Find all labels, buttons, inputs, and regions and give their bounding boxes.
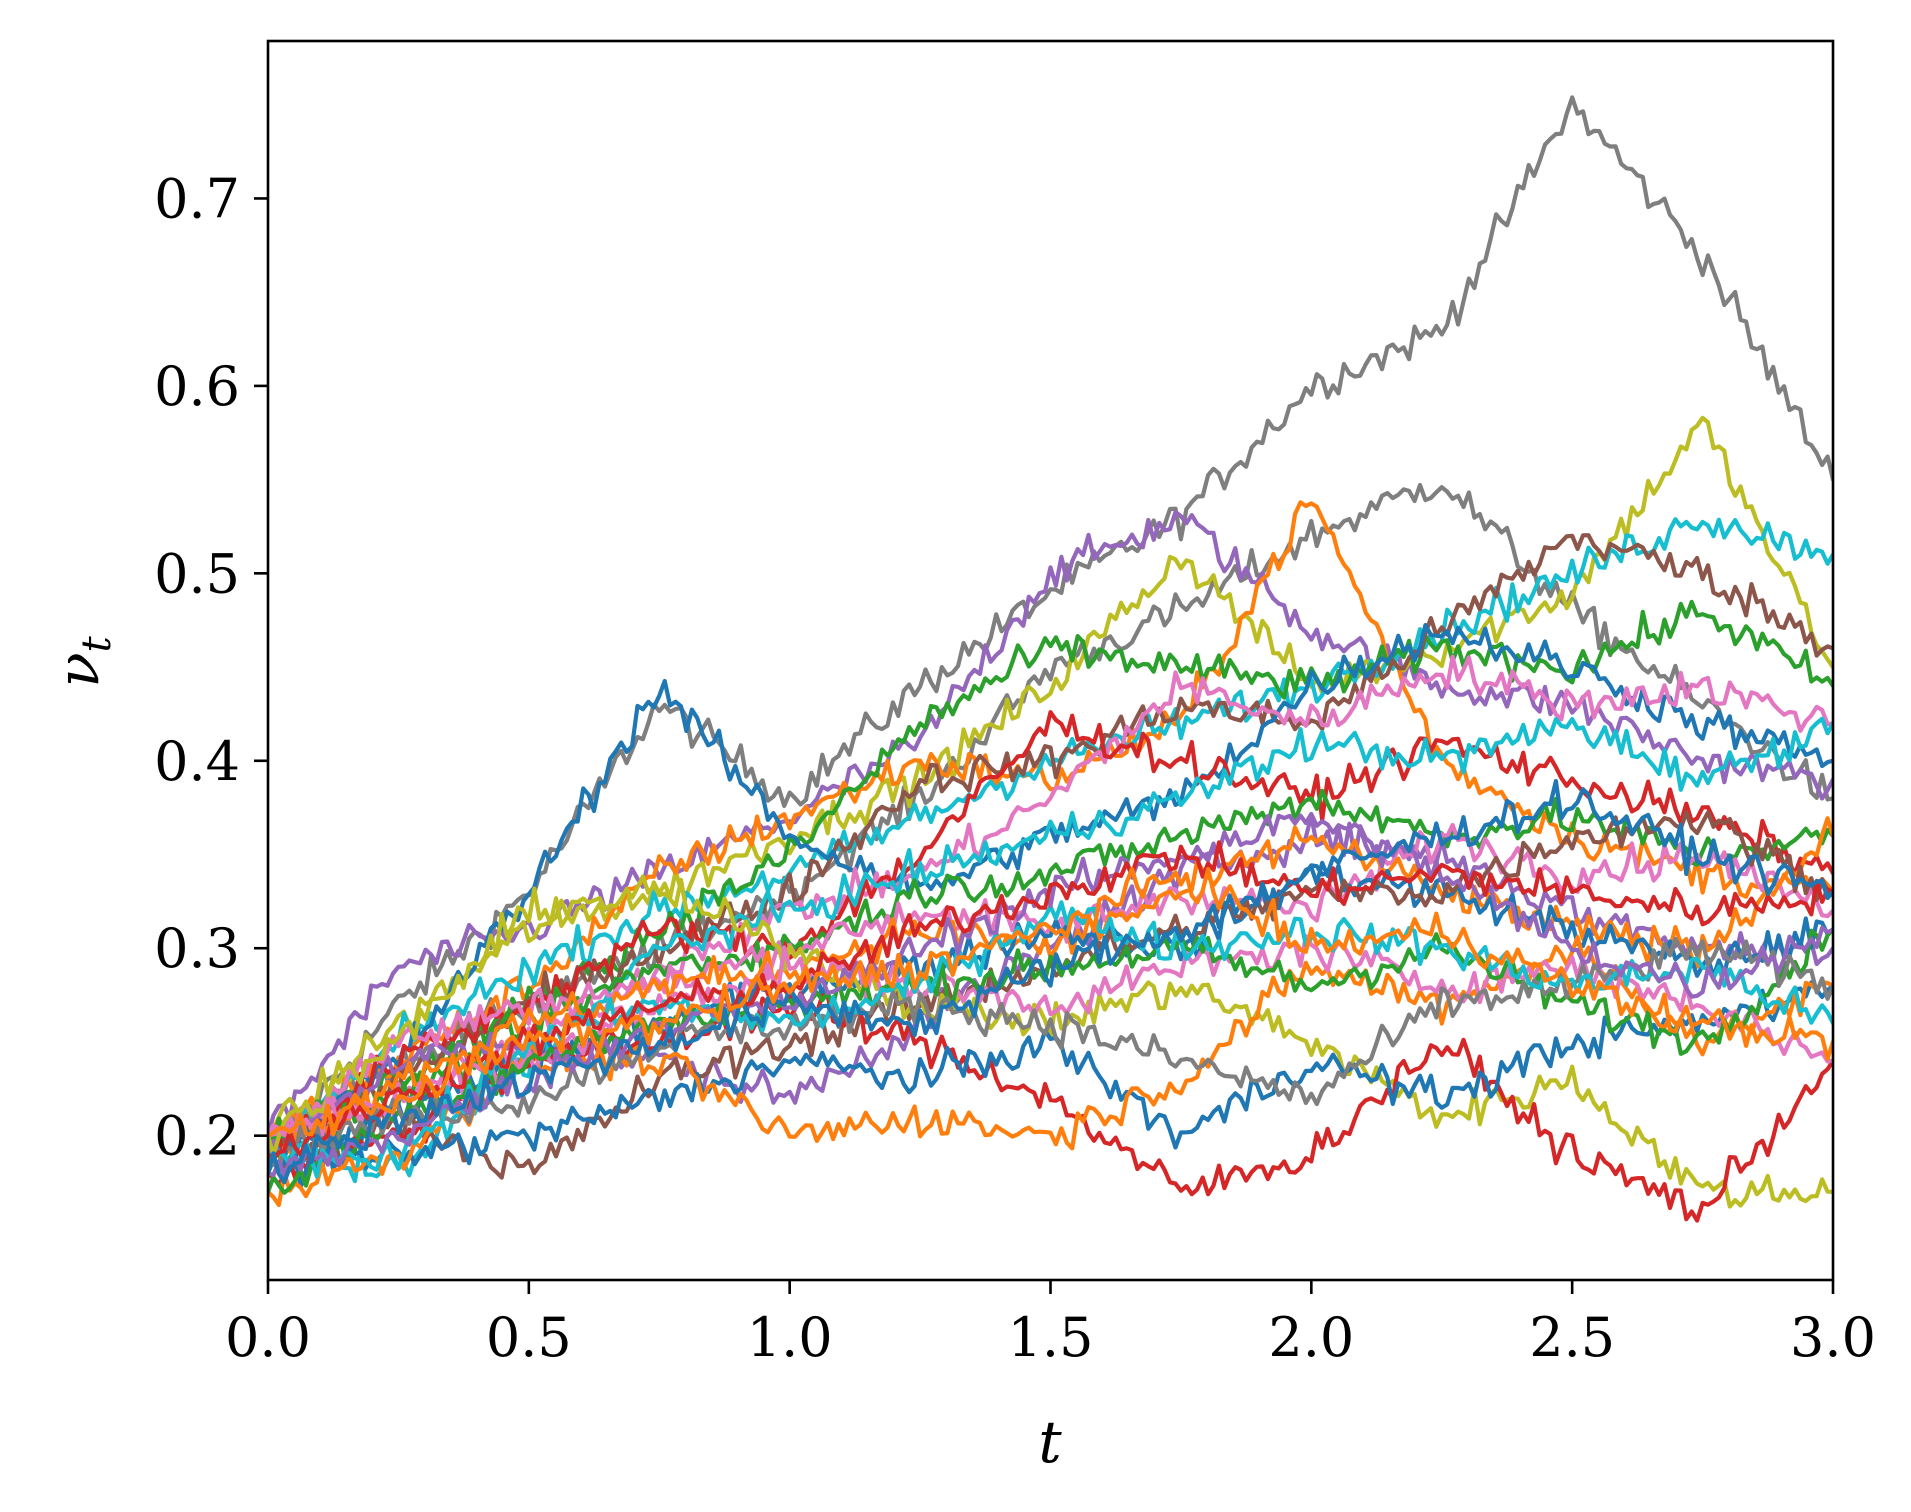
series-line-8 — [268, 533, 1833, 1157]
y-tick-label: 0.4 — [154, 730, 240, 793]
y-axis: 0.2 0.3 0.4 0.5 0.6 0.7 — [154, 167, 268, 1168]
series-line-12 — [268, 716, 1833, 1184]
y-tick-label: 0.7 — [154, 167, 240, 230]
series-line-24 — [268, 927, 1833, 1195]
series-line-29 — [268, 778, 1833, 1185]
x-axis: 0.0 0.5 1.0 1.5 2.0 2.5 3.0 — [225, 1280, 1876, 1369]
series-line-30 — [268, 866, 1833, 1138]
y-tick-label: 0.2 — [154, 1105, 240, 1168]
series-line-23 — [268, 934, 1833, 1138]
y-axis-label-group: νt — [44, 635, 120, 687]
x-tick-label: 2.5 — [1529, 1306, 1615, 1369]
series-line-20 — [268, 991, 1833, 1223]
x-axis-label: t — [1038, 1408, 1062, 1476]
x-tick-label: 1.5 — [1008, 1306, 1094, 1369]
series-line-11 — [268, 710, 1833, 1158]
x-tick-label: 1.0 — [747, 1306, 833, 1369]
y-axis-label-subscript: t — [74, 635, 120, 652]
y-tick-label: 0.5 — [154, 542, 240, 605]
series-line-10 — [268, 654, 1833, 1138]
y-axis-label: νt — [44, 635, 120, 687]
series-layer — [268, 95, 1833, 1223]
y-tick-label: 0.6 — [154, 355, 240, 418]
y-tick-label: 0.3 — [154, 917, 240, 980]
x-tick-label: 0.5 — [486, 1306, 572, 1369]
x-tick-label: 3.0 — [1790, 1306, 1876, 1369]
x-tick-label: 0.0 — [225, 1306, 311, 1369]
series-line-6 — [268, 517, 1833, 1157]
y-axis-label-main: ν — [44, 652, 112, 687]
series-line-28 — [268, 840, 1833, 1161]
series-line-4 — [268, 415, 1833, 1138]
series-line-7 — [268, 599, 1833, 1145]
series-line-21 — [268, 980, 1833, 1190]
x-tick-label: 2.0 — [1268, 1306, 1354, 1369]
